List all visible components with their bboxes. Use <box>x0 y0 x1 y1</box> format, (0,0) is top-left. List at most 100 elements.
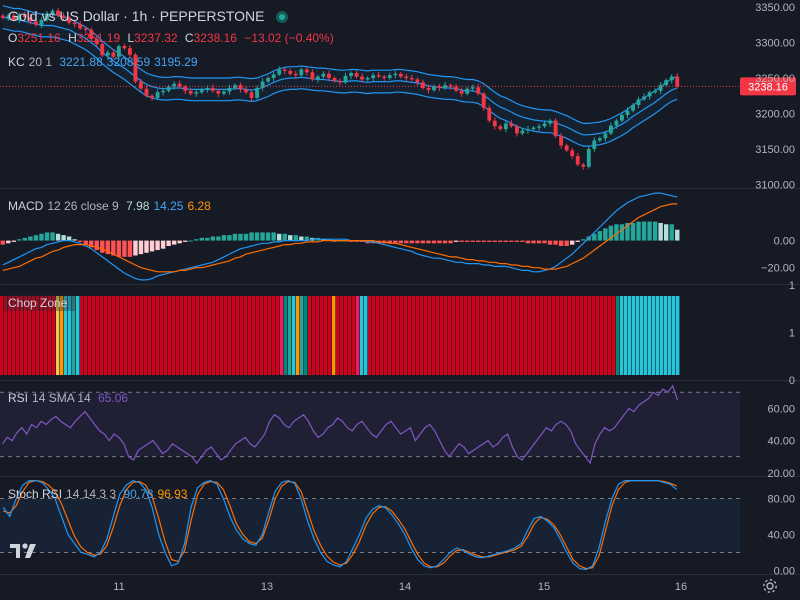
chop-zone-bar <box>580 296 584 375</box>
tradingview-logo-icon[interactable] <box>8 538 40 562</box>
macd-histogram-bar <box>636 221 641 241</box>
candle-body <box>45 14 49 20</box>
chop-zone-bar <box>272 296 276 375</box>
chop-zone-bar <box>340 296 344 375</box>
stoch-rsi-legend[interactable]: Stoch RSI 14 14 3 3 90.78 96.93 <box>8 487 191 501</box>
macd-histogram-bar <box>227 235 232 241</box>
candle-body <box>625 110 630 115</box>
chop-zone-bar <box>40 296 44 375</box>
candle-body <box>94 39 99 44</box>
chop-zone-bar <box>160 296 164 375</box>
candle-body <box>83 28 88 30</box>
chop-zone-bar <box>632 296 636 375</box>
chop-zone-bar <box>576 296 580 375</box>
macd-histogram-bar <box>205 237 210 241</box>
chop-zone-bar <box>592 296 596 375</box>
candle-body <box>636 99 641 105</box>
ohlc-legend: O3251.16 H3251.19 L3237.32 C3238.16 −13.… <box>8 31 338 45</box>
chop-zone-legend[interactable]: Chop Zone <box>4 295 76 311</box>
stoch-rsi-name[interactable]: Stoch RSI <box>8 487 63 501</box>
macd-name[interactable]: MACD <box>8 199 44 213</box>
candle-body <box>653 90 658 93</box>
kc-name[interactable]: KC <box>8 55 25 69</box>
chop-zone-bar <box>520 296 524 375</box>
candle-body <box>509 123 514 127</box>
kc-legend[interactable]: KC 20 1 3221.88 3208.59 3195.29 <box>8 55 202 69</box>
macd-histogram-bar <box>232 233 238 241</box>
candle-body <box>260 81 265 88</box>
candle-body <box>581 164 586 167</box>
kc-basis-value: 3208.59 <box>106 55 151 69</box>
chop-zone-bar <box>284 296 288 375</box>
chop-zone-bar <box>156 296 160 375</box>
macd-histogram-bar <box>498 240 503 242</box>
chop-zone-bar <box>500 296 504 375</box>
chop-zone-bar <box>112 296 116 375</box>
price-y-tick: 3250.00 <box>755 73 795 85</box>
macd-histogram-bar <box>260 232 265 241</box>
chop-zone-bar <box>404 296 408 375</box>
candle-body <box>39 19 44 25</box>
stoch-k-value: 90.78 <box>123 487 154 501</box>
macd-histogram-bar <box>398 240 404 244</box>
candle-body <box>172 83 177 87</box>
macd-histogram-bar <box>326 239 332 241</box>
macd-histogram-bar <box>647 221 652 241</box>
chop-zone-bar <box>640 296 644 375</box>
macd-histogram-bar <box>61 235 66 241</box>
candle-body <box>432 86 436 91</box>
settings-gear-icon[interactable] <box>761 577 779 595</box>
chop-zone-bar <box>192 296 196 375</box>
chop-zone-bar <box>604 296 608 375</box>
chop-zone-bar <box>220 296 224 375</box>
candle-body <box>675 76 680 87</box>
rsi-legend[interactable]: RSI 14 SMA 14 65.06 <box>8 391 132 405</box>
macd-histogram-bar <box>321 239 326 241</box>
candle-body <box>620 114 624 121</box>
candle-body <box>553 120 558 137</box>
chop-zone-bar <box>188 296 192 375</box>
candle-body <box>514 126 519 134</box>
high-value: 3251.19 <box>76 31 121 45</box>
stoch-y-tick: 0.00 <box>774 565 795 577</box>
chop-zone-bar <box>236 296 240 375</box>
chop-zone-bar <box>80 296 84 375</box>
chop-zone-bar <box>356 296 360 375</box>
high-label: H <box>68 31 77 45</box>
macd-params: 12 26 close 9 <box>47 199 119 213</box>
candle-body <box>161 90 166 93</box>
macd-histogram-bar <box>404 240 409 244</box>
macd-histogram-bar <box>564 240 569 246</box>
macd-histogram-bar <box>453 240 459 242</box>
chop-zone-bar <box>672 296 676 375</box>
macd-histogram-bar <box>459 240 464 242</box>
macd-legend[interactable]: MACD 12 26 close 9 7.98 14.25 6.28 <box>8 199 215 213</box>
chop-zone-bar <box>48 296 52 375</box>
chop-zone-bar <box>208 296 212 375</box>
chart-title-legend[interactable]: Gold vs US Dollar · 1h · PEPPERSTONE <box>8 8 292 24</box>
chop-zone-bar <box>184 296 188 375</box>
chop-zone-bar <box>32 296 36 375</box>
macd-histogram-bar <box>625 222 630 241</box>
kc-lower-value: 3195.29 <box>154 55 198 69</box>
macd-histogram-bar <box>83 240 88 245</box>
macd-histogram-bar <box>558 240 564 246</box>
symbol-title[interactable]: Gold vs US Dollar · 1h · PEPPERSTONE <box>8 8 265 24</box>
macd-histogram-bar <box>22 237 28 241</box>
macd-histogram-bar <box>282 233 287 241</box>
chop-zone-bar <box>120 296 124 375</box>
rsi-name[interactable]: RSI <box>8 391 29 405</box>
chop-zone-bar <box>512 296 516 375</box>
candle-body <box>575 156 580 165</box>
macd-histogram-bar <box>575 240 580 242</box>
chop-zone-bar <box>468 296 472 375</box>
chop-zone-name[interactable]: Chop Zone <box>8 296 68 310</box>
macd-histogram-bar <box>658 222 663 241</box>
market-status-icon <box>276 11 289 23</box>
chop-zone-bar <box>572 296 576 375</box>
candle-body <box>526 129 530 131</box>
candle-body <box>371 75 376 79</box>
price-y-tick: 3100.00 <box>755 179 795 191</box>
macd-histogram-bar <box>669 224 674 241</box>
